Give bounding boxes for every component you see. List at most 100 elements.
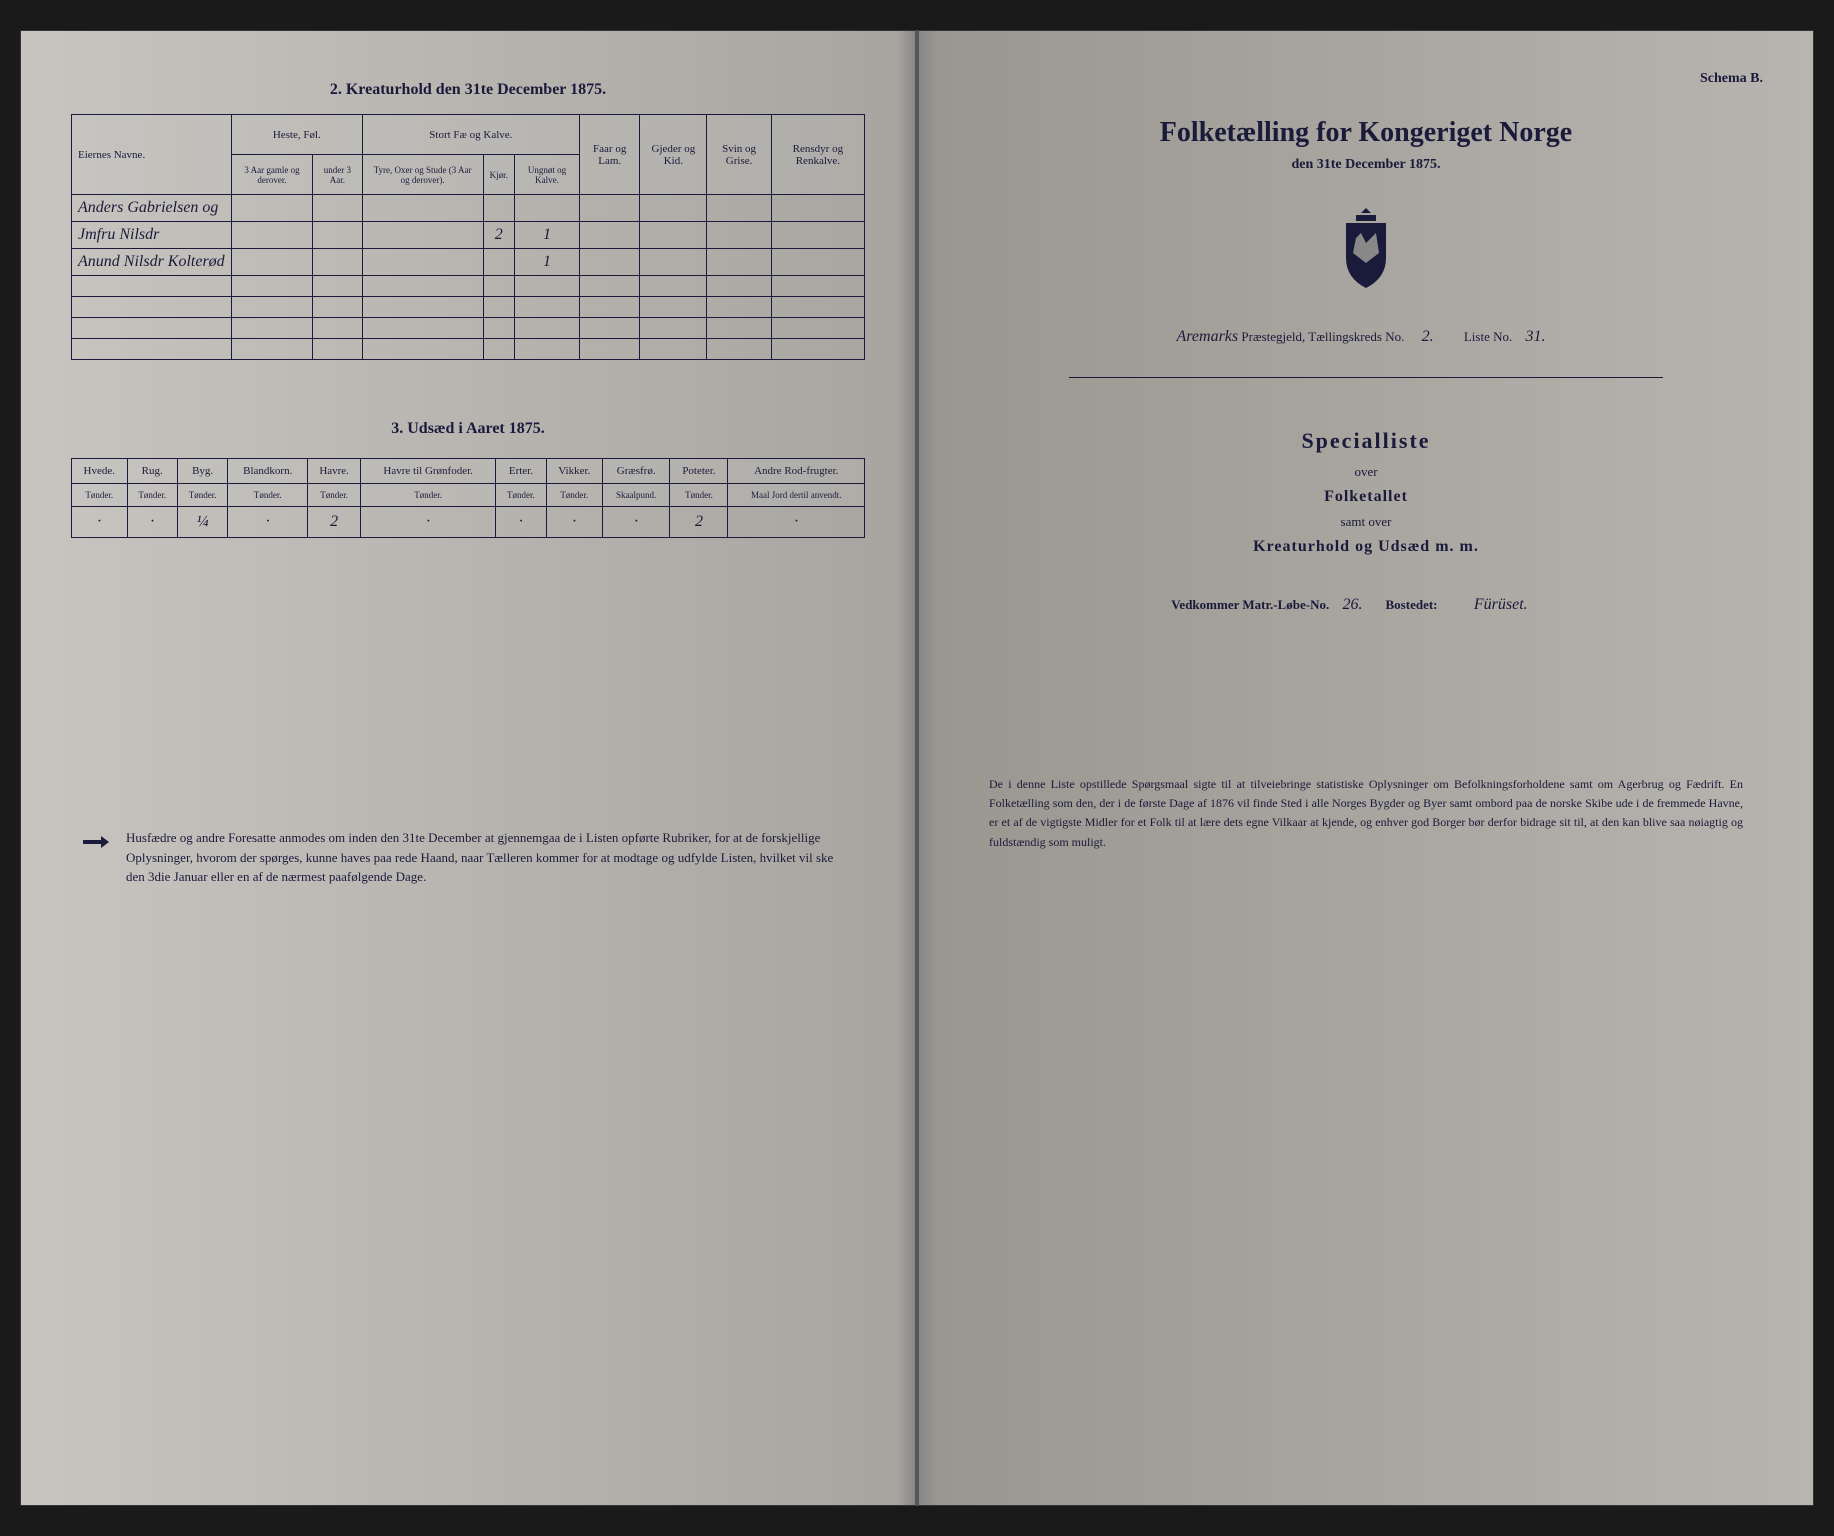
table-subheader-row: Tønder. Tønder. Tønder. Tønder. Tønder. … [72, 484, 865, 507]
unit: Maal Jord dertil anvendt. [728, 484, 865, 507]
cell [232, 249, 313, 276]
value: · [496, 507, 546, 538]
owner-name: Anders Gabrielsen og [72, 195, 232, 222]
group-header: Svin og Grise. [707, 115, 771, 195]
col-header: Havre. [308, 459, 361, 484]
table2-title: 2. Kreaturhold den 31te December 1875. [71, 81, 865, 99]
parish-name: Aremarks [1177, 328, 1239, 347]
date-subtitle: den 31te December 1875. [969, 157, 1763, 173]
unit: Tønder. [670, 484, 728, 507]
unit: Tønder. [177, 484, 227, 507]
group-header: Stort Fæ og Kalve. [362, 115, 579, 155]
table-row [72, 318, 865, 339]
col-header: Vikker. [546, 459, 602, 484]
col-header: Havre til Grønfoder. [361, 459, 496, 484]
value: · [546, 507, 602, 538]
cell: 2 [483, 222, 514, 249]
col-header: Poteter. [670, 459, 728, 484]
value: ¼ [177, 507, 227, 538]
liste-no: 31. [1516, 328, 1556, 347]
table-row: Anders Gabrielsen og [72, 195, 865, 222]
col-header: Blandkorn. [228, 459, 308, 484]
cell [771, 249, 864, 276]
footer-note: Husfædre og andre Foresatte anmodes om i… [71, 818, 865, 897]
sub-header: Tyre, Oxer og Stude (3 Aar og derover). [362, 155, 483, 195]
value: · [228, 507, 308, 538]
sub-header: under 3 Aar. [313, 155, 363, 195]
cell [640, 249, 707, 276]
group-header: Rensdyr og Renkalve. [771, 115, 864, 195]
cell [580, 249, 640, 276]
seed-table: Hvede. Rug. Byg. Blandkorn. Havre. Havre… [71, 458, 865, 538]
cell [362, 249, 483, 276]
left-page: 2. Kreaturhold den 31te December 1875. E… [20, 30, 917, 1506]
matr-line: Vedkommer Matr.-Løbe-No. 26. Bostedet: F… [969, 596, 1763, 615]
cell [771, 222, 864, 249]
cell [771, 195, 864, 222]
cell [707, 249, 771, 276]
value: 2 [670, 507, 728, 538]
value: · [728, 507, 865, 538]
col-header: Hvede. [72, 459, 128, 484]
cell [362, 222, 483, 249]
cell [580, 195, 640, 222]
owner-name: Jmfru Nilsdr [72, 222, 232, 249]
table-row: Anund Nilsdr Kolterød 1 [72, 249, 865, 276]
table-row [72, 276, 865, 297]
cell [514, 195, 579, 222]
owner-name: Anund Nilsdr Kolterød [72, 249, 232, 276]
liste-label: Liste No. [1464, 329, 1512, 344]
divider [1069, 377, 1663, 378]
sub-header: Kjør. [483, 155, 514, 195]
coat-of-arms-icon [969, 203, 1763, 298]
group-header: Gjeder og Kid. [640, 115, 707, 195]
group-header: Faar og Lam. [580, 115, 640, 195]
table-row: · · ¼ · 2 · · · · 2 · [72, 507, 865, 538]
cell [313, 222, 363, 249]
unit: Tønder. [72, 484, 128, 507]
col-header: Andre Rod-frugter. [728, 459, 865, 484]
book-spread: 2. Kreaturhold den 31te December 1875. E… [0, 0, 1834, 1536]
parish-label: Præstegjeld, Tællingskreds No. [1241, 329, 1404, 344]
cell [640, 195, 707, 222]
unit: Tønder. [228, 484, 308, 507]
cell [232, 195, 313, 222]
col-header: Erter. [496, 459, 546, 484]
value: · [72, 507, 128, 538]
value: 2 [308, 507, 361, 538]
unit: Tønder. [308, 484, 361, 507]
cell [580, 222, 640, 249]
table3-title: 3. Udsæd i Aaret 1875. [71, 420, 865, 438]
table-row [72, 297, 865, 318]
right-page: Schema B. Folketælling for Kongeriget No… [917, 30, 1814, 1506]
unit: Skaalpund. [602, 484, 670, 507]
bottom-note: De i denne Liste opstillede Spørgsmaal s… [969, 775, 1763, 852]
main-title: Folketælling for Kongeriget Norge [969, 117, 1763, 149]
unit: Tønder. [496, 484, 546, 507]
cell [362, 195, 483, 222]
table-row: Jmfru Nilsdr 2 1 [72, 222, 865, 249]
cell: 1 [514, 249, 579, 276]
cell [707, 222, 771, 249]
cell [483, 249, 514, 276]
parish-line: Aremarks Præstegjeld, Tællingskreds No. … [969, 328, 1763, 347]
col-header: Græsfrø. [602, 459, 670, 484]
value: · [602, 507, 670, 538]
unit: Tønder. [127, 484, 177, 507]
table-header-row: Eiernes Navne. Heste, Føl. Stort Fæ og K… [72, 115, 865, 155]
livestock-table: Eiernes Navne. Heste, Føl. Stort Fæ og K… [71, 114, 865, 360]
spec-samt: samt over [969, 514, 1763, 530]
district-no: 2. [1408, 328, 1448, 347]
sub-header: Ungnøt og Kalve. [514, 155, 579, 195]
col-header: Rug. [127, 459, 177, 484]
bosted-label: Bostedet: [1386, 597, 1438, 612]
name-header: Eiernes Navne. [72, 115, 232, 195]
spec-over: over [969, 464, 1763, 480]
bosted-value: Fürüset. [1441, 596, 1561, 615]
unit: Tønder. [546, 484, 602, 507]
matr-label: Vedkommer Matr.-Løbe-No. [1171, 597, 1329, 612]
schema-label: Schema B. [969, 71, 1763, 87]
cell [707, 195, 771, 222]
value: · [127, 507, 177, 538]
table-header-row: Hvede. Rug. Byg. Blandkorn. Havre. Havre… [72, 459, 865, 484]
